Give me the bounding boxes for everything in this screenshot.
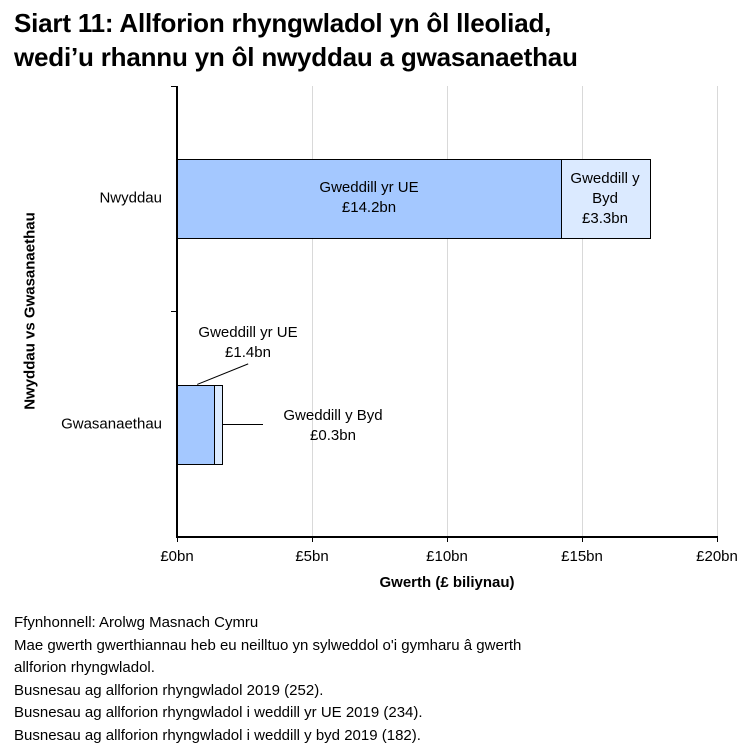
- data-label-services-eu: Gweddill yr UE £1.4bn: [198, 323, 297, 363]
- x-axis-tick: [717, 536, 718, 542]
- x-axis-tick: [312, 536, 313, 542]
- footnote: Busnesau ag allforion rhyngwladol i wedd…: [14, 704, 423, 721]
- x-tick-label: £5bn: [295, 548, 329, 565]
- x-axis-tick: [582, 536, 583, 542]
- footnote: allforion rhyngwladol.: [14, 659, 155, 676]
- x-axis-tick: [447, 536, 448, 542]
- bar-goods-eu: [177, 159, 562, 239]
- data-label-value: £1.4bn: [225, 344, 271, 361]
- x-axis-tick: [177, 536, 178, 542]
- data-label-series: Gweddill yr UE: [198, 324, 298, 341]
- data-label-series: Gweddill yr UE: [319, 179, 419, 196]
- chart-title-line-1: Siart 11: Allforion rhyngwladol yn ôl ll…: [14, 8, 552, 38]
- leader-line-services-world: [222, 424, 263, 425]
- chart-title: Siart 11: Allforion rhyngwladol yn ôl ll…: [14, 6, 578, 74]
- x-tick-label: £0bn: [160, 548, 194, 565]
- data-label-goods-eu: Gweddill yr UE £14.2bn: [319, 178, 418, 218]
- gridline-5: [312, 86, 313, 536]
- y-axis-title: Nwyddau vs Gwasanaethau: [21, 212, 39, 410]
- gridline-10: [447, 86, 448, 536]
- gridline-20: [717, 86, 718, 536]
- plot-area: [177, 86, 718, 536]
- footnotes: Ffynhonnell: Arolwg Masnach Cymru Mae gw…: [14, 612, 521, 747]
- x-tick-label: £10bn: [426, 548, 468, 565]
- y-axis: [176, 86, 178, 537]
- x-axis-title: Gwerth (£ biliynau): [379, 574, 515, 591]
- bar-services-eu: [177, 385, 215, 465]
- data-label-services-world: Gweddill y Byd £0.3bn: [283, 406, 382, 446]
- y-axis-tick: [171, 311, 177, 312]
- data-label-goods-world: Gweddill y Byd £3.3bn: [570, 169, 639, 229]
- bar-services-world: [214, 385, 223, 465]
- chart-title-line-2: wedi’u rhannu yn ôl nwyddau a gwasanaeth…: [14, 42, 578, 72]
- data-label-value: £0.3bn: [310, 427, 356, 444]
- bar-goods-world: [561, 159, 651, 239]
- data-label-series: Byd: [592, 190, 618, 207]
- source-note: Ffynhonnell: Arolwg Masnach Cymru: [14, 614, 259, 631]
- data-label-value: £3.3bn: [582, 210, 628, 227]
- y-axis-tick: [171, 86, 177, 87]
- footnote: Busnesau ag allforion rhyngwladol i wedd…: [14, 726, 421, 744]
- gridline-15: [582, 86, 583, 536]
- data-label-series: Gweddill y: [570, 170, 640, 187]
- footnote: Busnesau ag allforion rhyngwladol 2019 (…: [14, 681, 324, 699]
- category-label-services: Gwasanaethau: [61, 415, 162, 433]
- x-tick-label: £20bn: [696, 548, 738, 565]
- data-label-series: Gweddill y Byd: [283, 407, 383, 424]
- data-label-value: £14.2bn: [341, 199, 397, 216]
- x-tick-label: £15bn: [561, 548, 603, 565]
- footnote: Mae gwerth gwerthiannau heb eu neilltuo …: [14, 636, 522, 654]
- category-label-goods: Nwyddau: [99, 189, 162, 207]
